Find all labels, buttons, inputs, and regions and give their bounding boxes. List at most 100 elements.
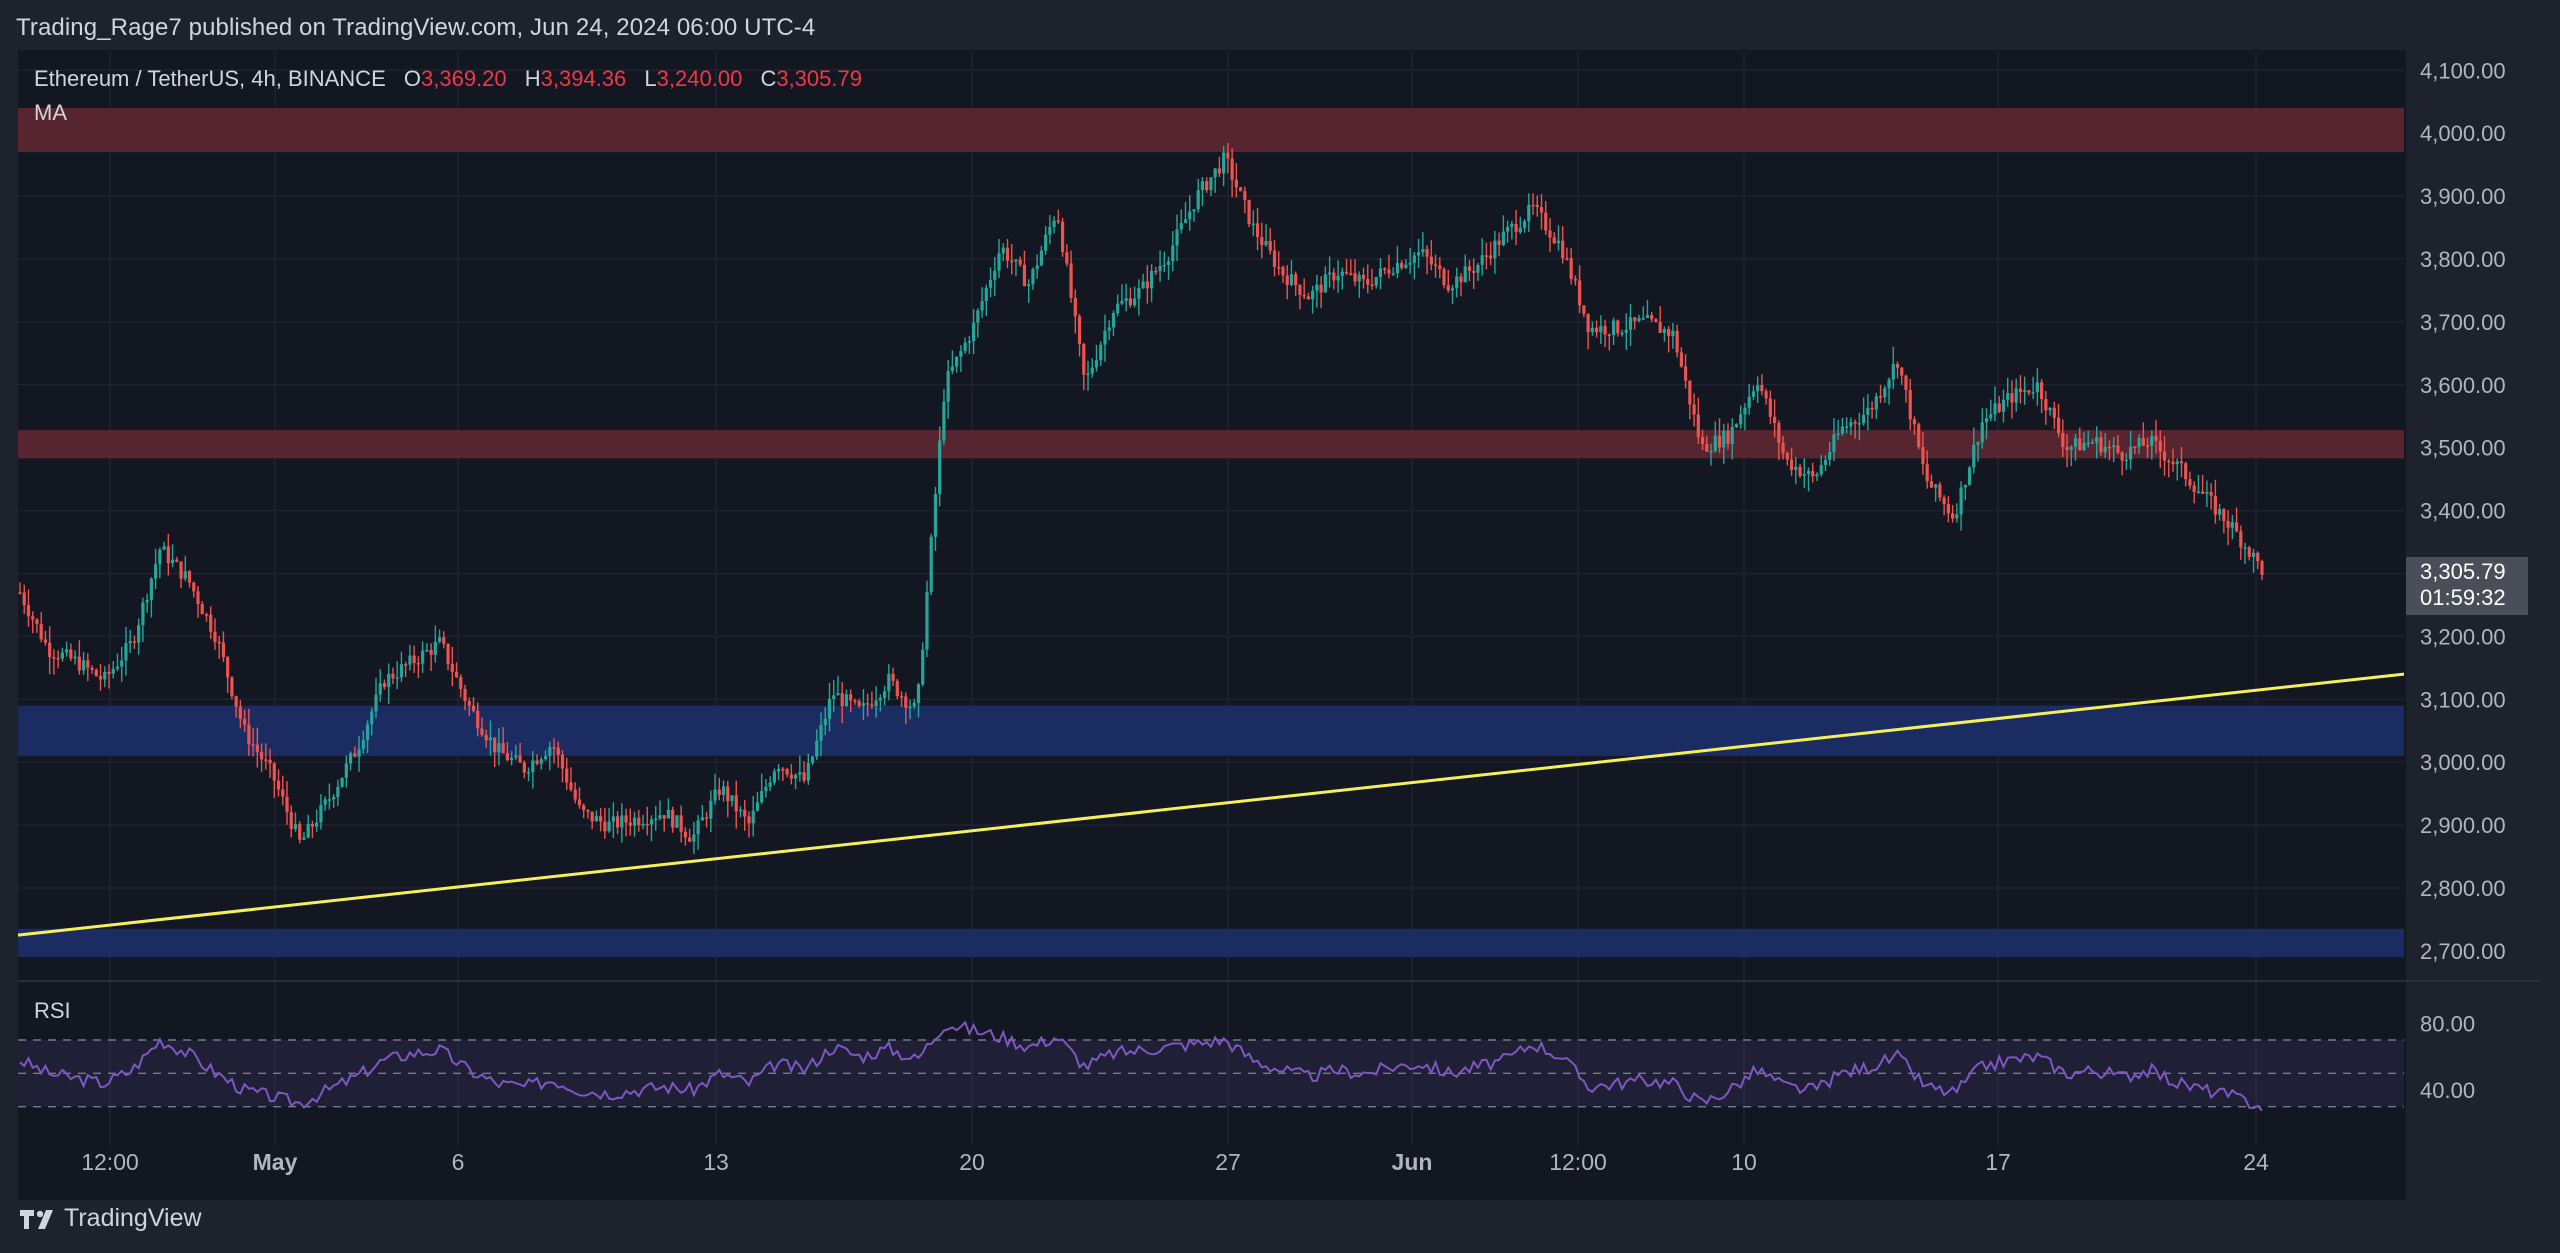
- candle: [1789, 447, 1794, 477]
- price-tick-label: 2,900.00: [2420, 813, 2506, 838]
- candle: [798, 755, 802, 782]
- candle: [1955, 503, 1959, 523]
- candle: [81, 652, 86, 675]
- candle: [2023, 376, 2027, 405]
- candle: [1811, 462, 1815, 483]
- candle: [518, 742, 522, 763]
- candle: [1349, 259, 1353, 276]
- candle: [1891, 346, 1895, 390]
- candle: [1934, 483, 1938, 502]
- candle: [1705, 436, 1709, 452]
- candle: [1501, 215, 1505, 247]
- rsi-line: [19, 1020, 2263, 1112]
- candle: [1073, 289, 1077, 334]
- candle: [1984, 408, 1989, 440]
- candle: [1531, 193, 1535, 215]
- candle: [1268, 227, 1272, 255]
- candle: [1391, 267, 1395, 276]
- candle: [1802, 458, 1806, 489]
- candle: [192, 581, 196, 598]
- open-value: 3,369.20: [421, 66, 507, 91]
- candle: [149, 577, 153, 618]
- time-tick-label: 27: [1215, 1149, 1241, 1175]
- candle: [1921, 432, 1925, 475]
- candle: [1760, 374, 1764, 396]
- candle: [950, 350, 955, 375]
- price-tick-label: 2,800.00: [2420, 876, 2506, 901]
- candle: [2027, 390, 2031, 396]
- candle: [39, 612, 43, 643]
- time-tick-label: 12:00: [1549, 1149, 1607, 1175]
- candle: [408, 644, 412, 671]
- candle: [1645, 300, 1650, 319]
- candle: [1467, 259, 1472, 282]
- candle: [450, 646, 454, 687]
- candle: [921, 642, 925, 687]
- candle: [332, 794, 336, 808]
- candle: [86, 653, 90, 682]
- candle: [1662, 326, 1667, 342]
- candle: [768, 776, 772, 792]
- candle: [993, 257, 997, 297]
- candle: [1582, 305, 1586, 318]
- candle: [1539, 194, 1544, 230]
- candle: [599, 808, 603, 832]
- candle: [1001, 243, 1005, 262]
- chart-frame[interactable]: [18, 50, 2406, 1200]
- candle: [200, 601, 204, 615]
- candle: [387, 663, 391, 705]
- candle: [2006, 377, 2010, 407]
- candle: [2112, 436, 2116, 463]
- candle: [1060, 217, 1065, 257]
- candle: [1412, 252, 1416, 280]
- candle: [60, 647, 64, 662]
- candle: [1573, 275, 1578, 286]
- candle: [802, 761, 806, 784]
- candle: [2158, 430, 2162, 468]
- brand-name: TradingView: [64, 1204, 202, 1232]
- candle: [1603, 319, 1607, 348]
- candle: [454, 662, 459, 678]
- candle: [959, 345, 963, 372]
- candle: [1862, 397, 1866, 426]
- candle: [1277, 251, 1281, 276]
- candle: [1056, 209, 1060, 225]
- candle: [1484, 242, 1489, 270]
- candle: [128, 629, 132, 654]
- candle: [2150, 430, 2154, 460]
- candle: [700, 805, 704, 821]
- rsi-indicator-label[interactable]: RSI: [34, 998, 71, 1023]
- candle: [1272, 240, 1277, 277]
- candle: [1183, 201, 1188, 224]
- candle: [1289, 260, 1294, 287]
- candle: [2162, 436, 2167, 476]
- candle: [69, 643, 73, 662]
- candle: [535, 754, 539, 766]
- candle: [1082, 342, 1086, 391]
- candle: [1637, 314, 1641, 323]
- candle: [874, 686, 878, 718]
- candle: [1378, 258, 1383, 290]
- price-tick-label: 3,600.00: [2420, 373, 2506, 398]
- ma-indicator-label[interactable]: MA: [34, 100, 67, 125]
- candle: [755, 791, 760, 812]
- candle: [2222, 508, 2226, 534]
- candle: [1175, 214, 1179, 262]
- candle: [747, 811, 751, 838]
- candle: [2167, 458, 2171, 478]
- candle: [1713, 421, 1717, 453]
- candle: [1679, 347, 1683, 368]
- candle: [1794, 456, 1798, 485]
- candle: [221, 631, 226, 662]
- candle: [2090, 438, 2095, 445]
- candle: [298, 821, 302, 844]
- candle: [1607, 333, 1611, 351]
- candle: [603, 807, 607, 839]
- candle: [1311, 285, 1315, 314]
- candle: [1027, 279, 1031, 303]
- time-tick-label: 24: [2243, 1149, 2269, 1175]
- candle: [1281, 265, 1285, 283]
- candle: [183, 556, 187, 582]
- tradingview-brand[interactable]: TradingView: [18, 1204, 202, 1233]
